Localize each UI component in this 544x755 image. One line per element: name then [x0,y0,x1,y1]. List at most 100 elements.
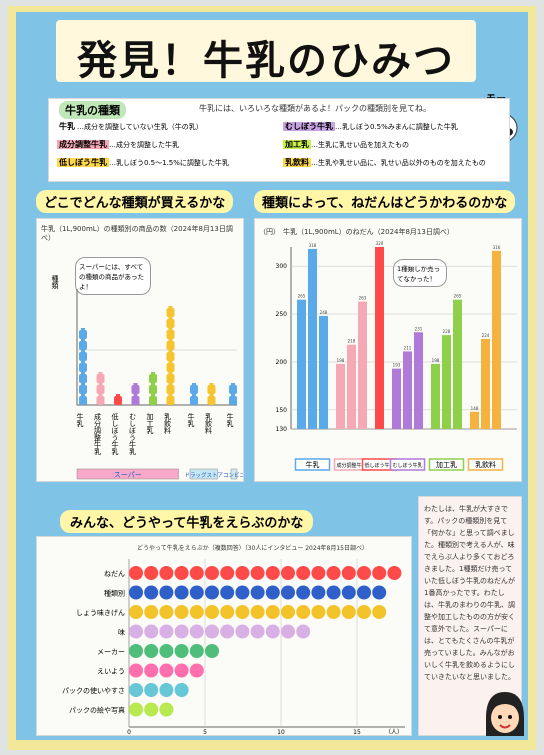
chart3-dot [311,585,326,600]
chart1-bottle-cap [81,350,85,353]
section3-header: みんな、どうやって牛乳をえらぶのかな [60,510,314,533]
type-desc: …成分を調整した牛乳 [109,141,179,149]
type-item: 牛乳 …成分を調整していない生乳（牛の乳） [57,121,281,132]
chart-prices: 130 150 200 250 300 265 318 248 牛乳 198 218 263 成分調整牛… [276,241,517,471]
chart2-bar [297,299,306,429]
chart3-dot [235,566,250,580]
section3-panel: どうやって牛乳をえらぶか（複数回答）（30人にインタビュー 2024年8月15日… [36,536,412,736]
chart1-bottle [166,308,175,317]
section2-note: 1種類しか売ってなかった！ [393,259,447,287]
chart1-bottle-cap [231,383,235,386]
chart2-bar [347,344,356,429]
type-item: むしぼう牛乳 …乳しぼう0.5%みまんに調整した牛乳 [283,121,507,132]
chart1-bottle [229,396,237,405]
chart1-bottle-cap [81,361,85,364]
chart2-bar [392,368,401,429]
chart3-dot [144,702,159,717]
chart1-bottle [79,330,87,339]
chart1-bottle-cap [168,339,173,342]
chart1-bottle [79,385,87,394]
chart3-dot [205,644,219,658]
chart1-bottle [166,374,175,383]
chart1-bottle-cap [116,394,120,397]
chart3-xtick-label: 5 [203,729,207,735]
type-name: 牛乳 [57,122,77,131]
chart3-dot [235,585,250,600]
chart1-group-label: コンビニ [223,471,243,479]
section1-header: どこでどんな種類が買えるかな [36,190,234,213]
chart3-dot [129,624,143,639]
chart3-dot [174,663,189,678]
chart3-dot [205,605,219,619]
chart2-value-label: 248 [320,310,328,315]
chart1-bottle [131,385,140,394]
chart3-dot [357,605,371,619]
chart2-legend-label: 加工乳 [436,460,457,469]
chart1-bottle [96,396,105,405]
chart2-value-label: 211 [404,345,412,350]
types-header: 牛乳の種類 [59,101,126,119]
chart1-bottle-cap [151,383,155,386]
chart1-bottle-cap [168,317,173,320]
page-title: 発見！牛乳のひみつ [77,38,455,84]
chart3-xunit: （人） [385,729,403,735]
chart3-dot [144,683,159,697]
section1-chart-title: 牛乳（1L,900mL）の種類別の商品の数（2024年8月13日調べ） [41,225,233,242]
chart3-xtick-label: 0 [127,729,131,735]
chart3-dot [189,566,204,580]
types-list: 牛乳 …成分を調整していない生乳（牛の乳） 成分調整牛乳 …成分を調整した牛乳 低しぼう… [57,121,507,179]
chart1-category-label: むしぼう牛乳 [129,413,137,455]
chart3-dot [311,605,326,619]
chart3-dot [129,683,143,697]
chart3-dot [357,566,371,580]
chart2-bar [453,299,462,429]
girl-avatar-icon [486,692,524,736]
chart1-bottle [149,385,157,394]
chart3-dot [159,683,174,697]
chart3-dot [129,702,143,717]
chart3-dot [296,566,311,580]
chart2-legend-label: 成分調整牛乳 [336,462,366,469]
chart3-dot [326,585,341,600]
chart3-category-label: しょう味きげん [76,608,125,617]
chart2-ytick-label: 300 [276,263,288,270]
chart1-bottle [114,396,122,405]
chart1-bottle-cap [192,394,196,397]
type-desc: …成分を調整していない生乳（牛の乳） [77,123,203,131]
chart2-legend-label: むしぼう牛乳 [392,462,422,469]
comment-text: わたしは、牛乳が大すきです。パックの種類別を見て「何かな」と思って調べました。種… [424,505,515,681]
type-desc: …生乳に乳せい品を加えたもの [311,141,409,149]
chart2-bar [403,351,412,429]
chart3-dot [174,683,189,697]
chart3-dot [189,605,204,619]
chart1-bottle [79,352,87,361]
chart3-xtick-label: 10 [277,729,285,735]
chart3-dot [159,624,174,639]
chart3-dot [372,605,387,619]
chart2-value-label: 228 [443,329,451,334]
chart3-dot [159,605,174,619]
chart1-bottle [149,374,157,383]
chart1-bottle-cap [81,394,85,397]
chart3-dot [235,605,250,619]
types-panel: 牛乳の種類 牛乳には、いろいろな種類があるよ！パックの種類別を見てね。 牛乳 …成… [48,98,510,182]
chart3-dot [144,644,159,658]
chart3-dot [265,605,280,619]
chart3-dot [341,585,356,600]
chart1-bottle-cap [168,350,173,353]
type-name: 加工乳 [283,140,311,149]
type-item: 加工乳 …生乳に乳せい品を加えたもの [283,139,507,150]
chart1-bottle-cap [81,339,85,342]
type-item: 乳飲料 …生乳や乳せい品に、乳せい品以外のものを加えたもの [283,157,507,168]
chart3-dot [220,605,235,619]
title-banner: 発見！牛乳のひみつ [56,20,476,84]
chart3-dot [341,605,356,619]
type-desc: …乳しぼう0.5〜1.5%に調整した牛乳 [109,159,229,167]
chart1-bottle-cap [192,383,196,386]
chart2-legend-label: 低しぼう牛乳 [364,462,394,469]
chart1-group-label: スーパー [114,471,142,479]
chart3-dot [174,644,189,658]
chart3-category-label: えいよう [97,668,125,676]
chart2-value-label: 224 [482,333,490,338]
chart3-dot [372,566,387,580]
